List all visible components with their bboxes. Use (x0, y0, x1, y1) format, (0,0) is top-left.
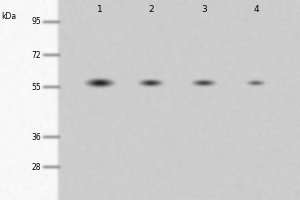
Text: 55: 55 (31, 82, 41, 92)
Text: 72: 72 (32, 50, 41, 60)
Text: 1: 1 (97, 5, 103, 15)
Text: 36: 36 (31, 132, 41, 142)
Text: 2: 2 (148, 5, 154, 15)
Text: 95: 95 (31, 18, 41, 26)
Text: 3: 3 (201, 5, 207, 15)
Text: 28: 28 (32, 162, 41, 171)
Text: 4: 4 (253, 5, 259, 15)
Text: kDa: kDa (1, 12, 16, 21)
